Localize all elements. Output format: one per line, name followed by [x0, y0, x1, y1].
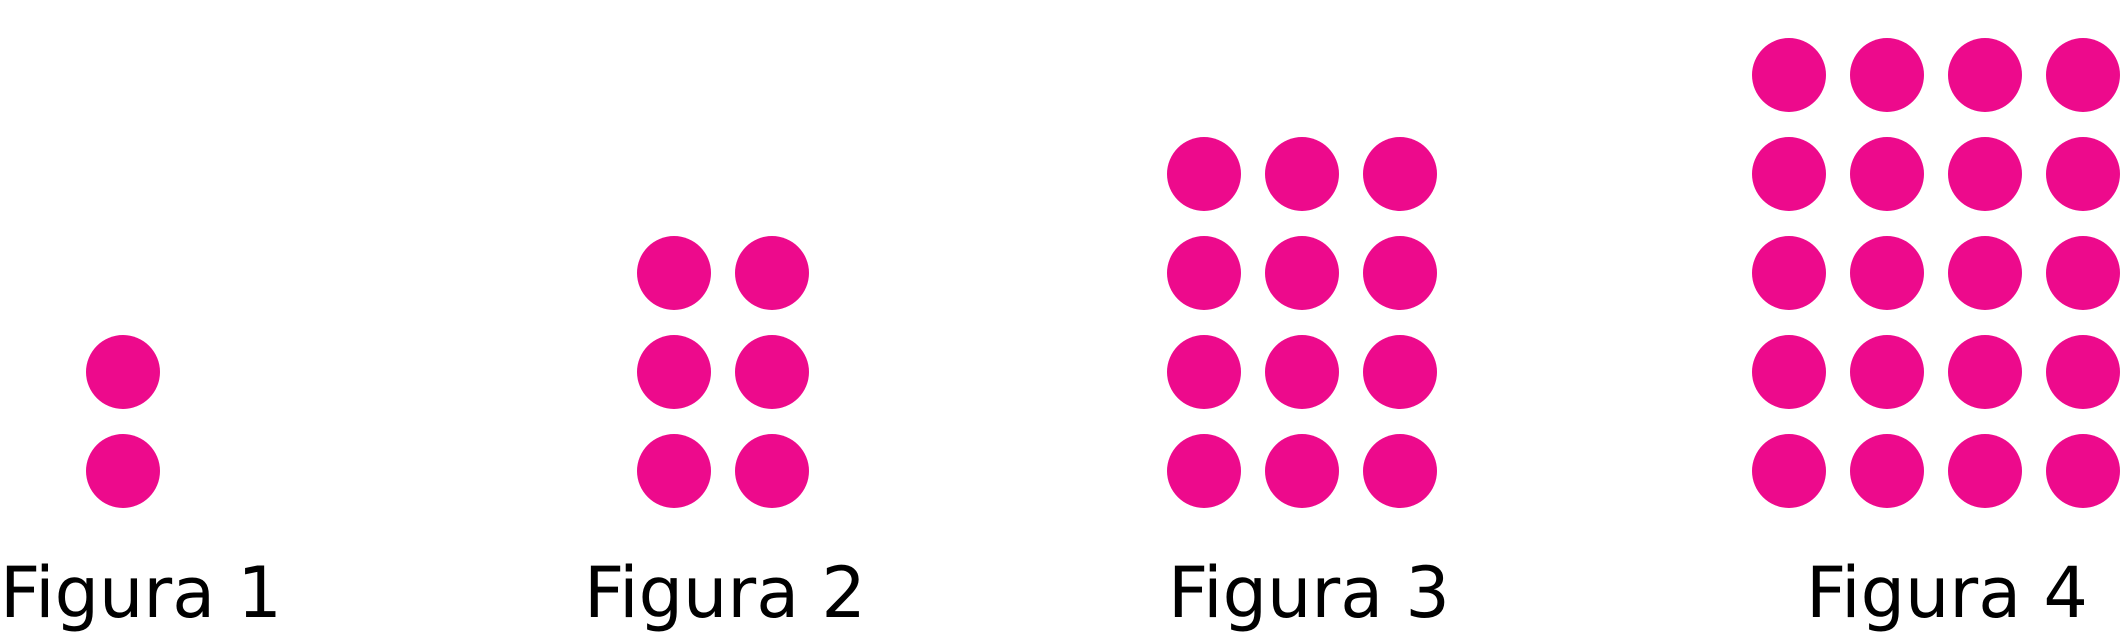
figure-3-dot [1167, 137, 1241, 211]
figure-3-dot [1363, 434, 1437, 508]
figure-3-dot [1265, 236, 1339, 310]
figure-2-dot [735, 335, 809, 409]
figure-4-dot [1752, 434, 1826, 508]
figure-3-dot [1167, 236, 1241, 310]
figure-2-dot [637, 335, 711, 409]
figure-4-dot [1752, 137, 1826, 211]
figure-4-dot [1948, 236, 2022, 310]
figure-2-dot [735, 236, 809, 310]
figure-3-dot [1265, 335, 1339, 409]
figure-4-dot [1948, 137, 2022, 211]
figure-4-dot [1752, 236, 1826, 310]
figure-4-caption: Figura 4 [1806, 552, 2088, 634]
figure-4-dot [1850, 335, 1924, 409]
figure-1-dot [86, 335, 160, 409]
figure-2-dot [637, 434, 711, 508]
figure-3-dot [1167, 434, 1241, 508]
figure-1-caption: Figura 1 [0, 552, 282, 634]
figure-4-dot [1948, 335, 2022, 409]
figure-4-dot [1948, 434, 2022, 508]
figure-4-dot [1850, 38, 1924, 112]
figure-3-dot [1265, 137, 1339, 211]
figure-2-dot [637, 236, 711, 310]
figure-4-dot [2046, 137, 2120, 211]
figure-4-dot [2046, 434, 2120, 508]
figure-3-dot [1363, 236, 1437, 310]
figure-3-dot [1363, 137, 1437, 211]
figure-4-dot [2046, 335, 2120, 409]
figure-3-caption: Figura 3 [1168, 552, 1450, 634]
figure-2-caption: Figura 2 [584, 552, 866, 634]
figure-3-dot [1265, 434, 1339, 508]
figure-3-dot [1167, 335, 1241, 409]
figure-1-dot [86, 434, 160, 508]
figure-3-dot [1363, 335, 1437, 409]
figure-4-dot [2046, 38, 2120, 112]
figure-4-dot [1850, 434, 1924, 508]
figure-4-dot [1948, 38, 2022, 112]
figure-4-dot [1752, 38, 1826, 112]
figure-2-dot [735, 434, 809, 508]
figure-4-dot [1850, 137, 1924, 211]
figure-4-dot [2046, 236, 2120, 310]
figure-4-dot [1752, 335, 1826, 409]
figure-4-dot [1850, 236, 1924, 310]
